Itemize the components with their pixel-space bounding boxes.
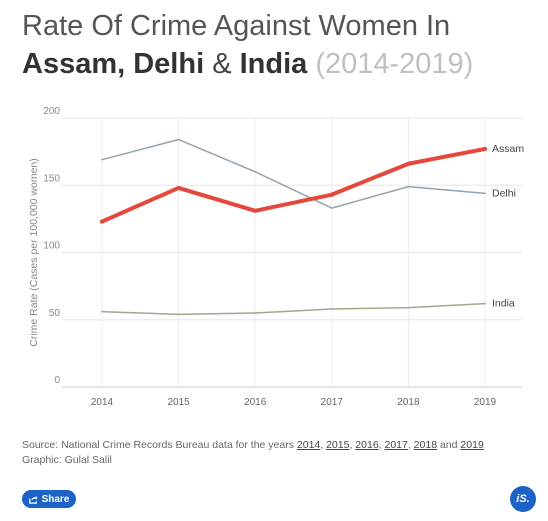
- data-point-assam-2016: [253, 208, 258, 213]
- chart-title: Rate Of Crime Against Women In Assam, De…: [22, 8, 542, 84]
- graphic-credit: Graphic: Gulal Salil: [22, 454, 112, 466]
- data-point-india-2016: [254, 312, 256, 314]
- title-line-1: Rate Of Crime Against Women In: [22, 10, 451, 42]
- data-point-assam-2018: [406, 161, 411, 166]
- series-line-india: [101, 302, 486, 316]
- x-tick-label-2015: 2015: [167, 397, 190, 405]
- brand-logo[interactable]: iS.: [510, 486, 536, 512]
- title-india: India: [239, 48, 308, 80]
- x-tick-label-2014: 2014: [91, 397, 114, 405]
- source-link-2017[interactable]: 2017: [384, 439, 408, 451]
- share-icon: [28, 495, 38, 504]
- x-tick-label-2016: 2016: [244, 397, 267, 405]
- source-link-2014[interactable]: 2014: [296, 439, 321, 451]
- data-point-delhi-2014: [101, 158, 103, 161]
- share-label: Share: [41, 493, 70, 505]
- series-label-india: India: [492, 298, 515, 310]
- chart-footer: Source: National Crime Records Bureau da…: [22, 438, 484, 468]
- data-point-india-2018: [407, 306, 410, 309]
- data-point-delhi-2018: [407, 185, 410, 188]
- line-chart: 0 50 100 150 200 2014 2015 2016 2017 2018 2019 Crim…: [28, 106, 524, 405]
- source-prefix: Source: National Crime Records Bureau da…: [22, 439, 297, 451]
- title-years: (2014-2019): [315, 48, 474, 80]
- series-label-delhi: Delhi: [492, 187, 516, 199]
- title-ampersand: &: [212, 48, 232, 80]
- source-and: and: [437, 439, 461, 451]
- series-line-delhi: [101, 138, 486, 209]
- data-point-delhi-2017: [331, 207, 333, 209]
- y-axis-label: Crime Rate (Cases per 100,000 women): [28, 158, 40, 347]
- x-tick-label-2019: 2019: [474, 397, 497, 405]
- series-label-assam: Assam: [492, 143, 524, 155]
- x-tick-label-2018: 2018: [397, 397, 420, 405]
- data-point-delhi-2015: [177, 138, 180, 141]
- data-point-delhi-2016: [254, 171, 256, 173]
- source-link-2019[interactable]: 2019: [460, 439, 484, 451]
- source-line: Source: National Crime Records Bureau da…: [22, 439, 484, 451]
- data-point-india-2019: [484, 302, 486, 305]
- series-line-assam: [100, 146, 487, 224]
- y-tick-label-100: 100: [43, 241, 60, 252]
- data-point-assam-2019: [483, 146, 487, 151]
- y-tick-label-0: 0: [54, 375, 60, 386]
- source-link-2015[interactable]: 2015: [326, 439, 350, 451]
- data-point-delhi-2019: [484, 192, 486, 195]
- data-point-assam-2017: [329, 192, 334, 197]
- data-point-india-2017: [331, 308, 333, 310]
- data-point-india-2014: [101, 310, 103, 313]
- title-delhi: Delhi: [133, 48, 205, 80]
- source-link-2018[interactable]: 2018: [413, 439, 438, 451]
- y-tick-label-200: 200: [43, 106, 60, 117]
- data-point-india-2015: [177, 313, 180, 316]
- source-link-2016[interactable]: 2016: [355, 439, 379, 451]
- title-assam: Assam,: [22, 48, 126, 80]
- data-point-assam-2014: [100, 219, 104, 224]
- x-tick-label-2017: 2017: [321, 397, 344, 405]
- title-line-2: Assam, Delhi & India (2014-2019): [22, 44, 542, 84]
- y-tick-label-150: 150: [43, 173, 60, 184]
- share-button[interactable]: Share: [22, 490, 76, 508]
- y-tick-label-50: 50: [49, 308, 61, 319]
- data-point-assam-2015: [176, 185, 181, 190]
